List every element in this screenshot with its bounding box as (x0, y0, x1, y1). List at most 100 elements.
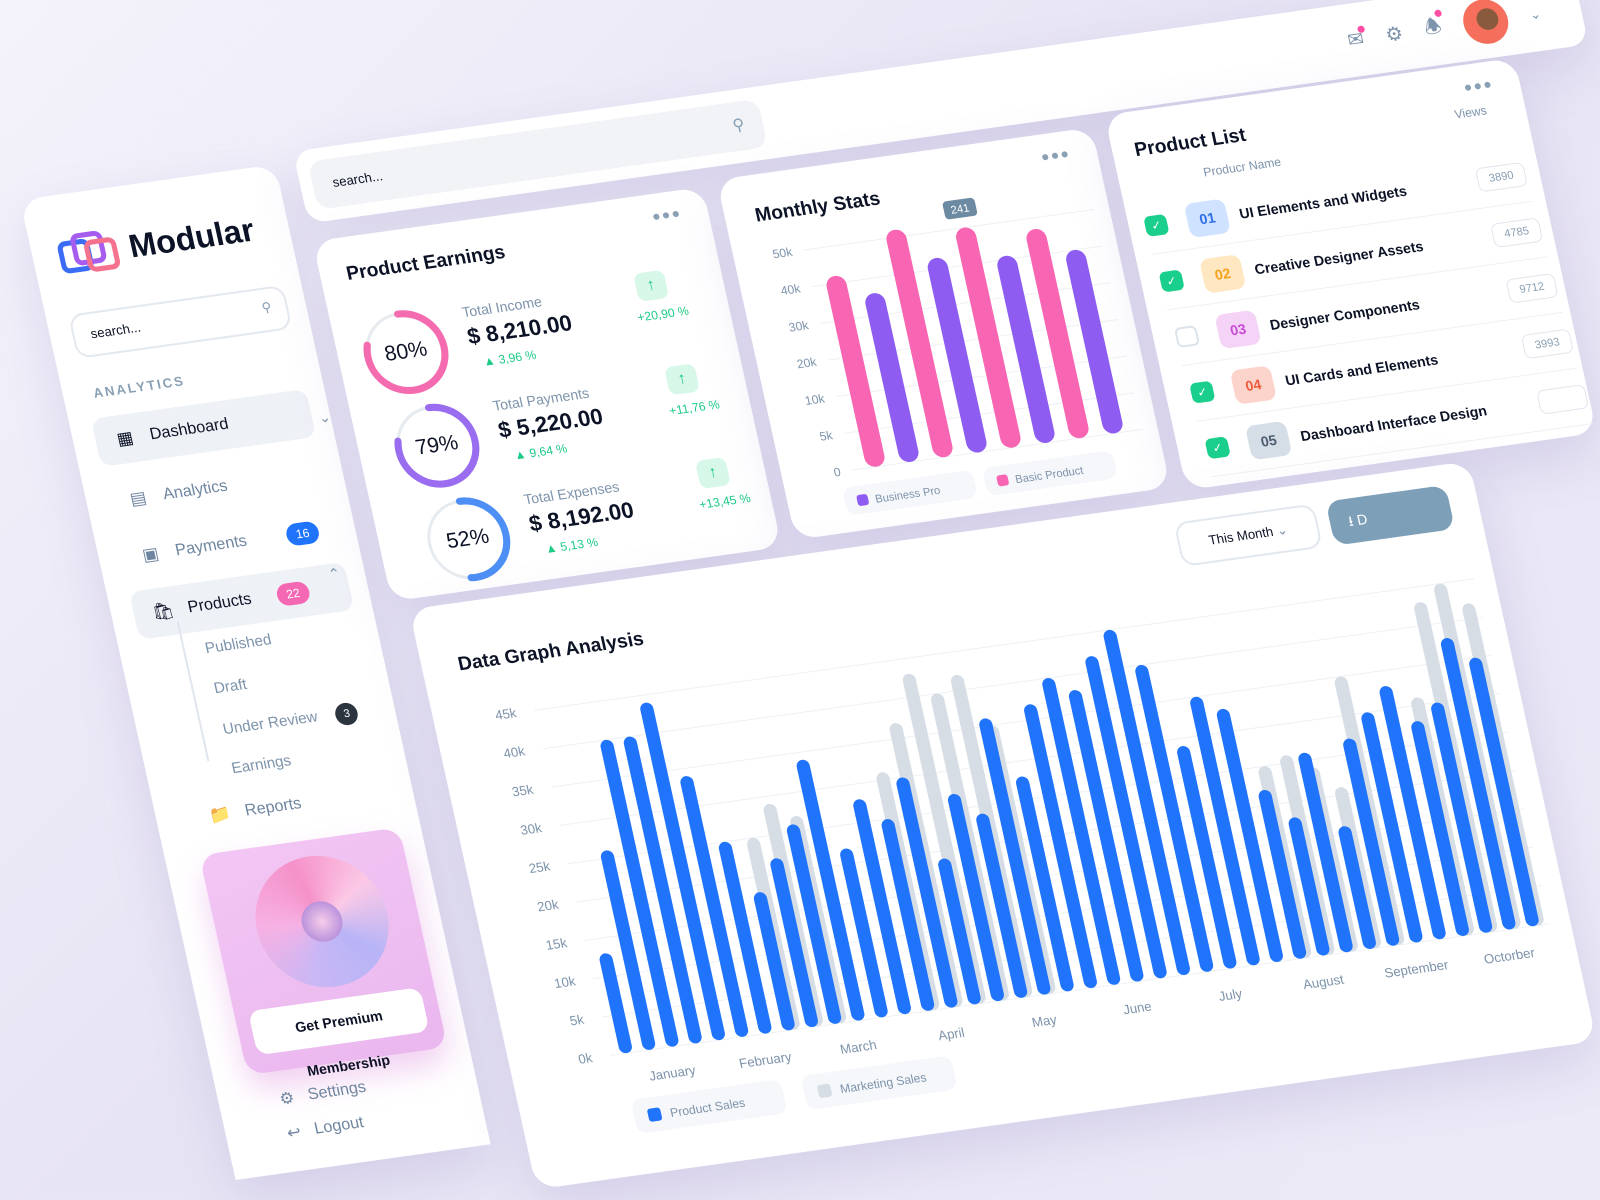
bar-business-pro[interactable] (926, 257, 989, 454)
checkbox[interactable]: ✓ (1189, 380, 1216, 404)
y-tick-label: 45k (494, 705, 519, 723)
bar-product-sales[interactable] (1297, 752, 1354, 953)
bar-product-sales[interactable] (852, 798, 912, 1015)
search-placeholder: search... (89, 319, 143, 342)
bar-business-pro[interactable] (1064, 249, 1124, 435)
bar-product-sales[interactable] (1410, 720, 1470, 936)
x-tick-label: May (1030, 1012, 1058, 1030)
chevron-down-icon[interactable]: ⌄ (1528, 5, 1543, 23)
bar-product-sales[interactable] (937, 858, 982, 1005)
chevron-down-icon[interactable]: ⌄ (316, 408, 333, 426)
bar-business-pro[interactable] (863, 292, 920, 463)
subitem-under-review[interactable]: Under Review 3 (221, 701, 361, 742)
checkbox[interactable]: ✓ (1158, 268, 1185, 293)
bar-product-sales[interactable] (769, 857, 819, 1028)
bar-product-sales[interactable] (895, 777, 959, 1009)
chevron-up-icon[interactable]: ⌃ (326, 564, 342, 583)
mail-icon[interactable]: ✉ (1345, 24, 1366, 52)
subitem-draft[interactable]: Draft (212, 675, 249, 698)
bar-product-sales[interactable] (1342, 738, 1401, 947)
bar-product-sales[interactable] (880, 818, 935, 1011)
settings-link[interactable]: ⚙ Settings (278, 1078, 369, 1110)
bar-product-sales[interactable] (679, 775, 749, 1037)
tooltip-value: 241 (950, 202, 971, 216)
gear-icon[interactable]: ⚙ (1383, 22, 1406, 47)
legend-swatch (817, 1083, 833, 1098)
legend-swatch (856, 494, 869, 506)
checkbox[interactable]: ✓ (1143, 213, 1170, 237)
bar-product-sales[interactable] (786, 824, 843, 1025)
subitem-published[interactable]: Published (203, 631, 274, 658)
y-tick-label: 15k (544, 935, 569, 953)
product-list-card: Product List ••• Producr Name Views ✓ 01… (1104, 57, 1597, 491)
bar-product-sales[interactable] (975, 813, 1028, 999)
bar-product-sales[interactable] (622, 736, 702, 1044)
bar-product-sales[interactable] (1440, 637, 1517, 930)
checkbox[interactable]: ✓ (1204, 435, 1231, 459)
premium-button[interactable]: Get Premium Membership (247, 987, 430, 1079)
gridline (803, 208, 1095, 251)
bar-business-pro[interactable] (995, 254, 1056, 444)
bell-icon[interactable]: 🕭 (1421, 9, 1445, 46)
grid-icon: ▦ (114, 427, 136, 449)
bar-product-sales[interactable] (599, 739, 679, 1047)
bar-product-sales[interactable] (978, 718, 1052, 996)
gridline (542, 616, 1483, 750)
bar-product-sales[interactable] (1337, 825, 1377, 949)
header-search-input[interactable]: search... ⚲ (307, 98, 768, 210)
data-graph-card: Data Graph Analysis This Month ⌄ ⭳ D 0k 5… (409, 461, 1597, 1190)
bar-basic-product[interactable] (954, 226, 1022, 449)
folder-icon: 📁 (207, 803, 233, 826)
bar-product-sales[interactable] (639, 702, 726, 1041)
bar-product-sales[interactable] (1378, 685, 1447, 940)
bar-product-sales[interactable] (1468, 657, 1540, 927)
bar-product-sales[interactable] (947, 793, 1006, 1002)
logout-icon: ↩ (285, 1123, 303, 1143)
bar-product-sales[interactable] (1176, 745, 1238, 969)
gridline (852, 428, 1143, 471)
bar-marketing-sales[interactable] (901, 673, 987, 1004)
logo[interactable]: Modular (55, 209, 258, 276)
bar-product-sales[interactable] (795, 759, 865, 1021)
checkbox[interactable] (1173, 324, 1201, 348)
bar-product-sales[interactable] (1068, 689, 1145, 982)
logout-link[interactable]: ↩ Logout (285, 1113, 366, 1144)
avatar[interactable] (1458, 0, 1513, 47)
bar-product-sales[interactable] (718, 841, 773, 1034)
bar-product-sales[interactable] (1430, 702, 1494, 934)
bar-product-sales[interactable] (1134, 664, 1214, 972)
bar-product-sales[interactable] (1257, 789, 1307, 959)
arrow-up-icon: ↑ (633, 269, 670, 302)
bar-product-sales[interactable] (1360, 712, 1424, 944)
product-number: 02 (1198, 253, 1247, 294)
bar-product-sales[interactable] (598, 953, 633, 1054)
bar-product-sales[interactable] (1102, 629, 1191, 976)
bar-product-sales[interactable] (1287, 817, 1330, 957)
bar-product-sales[interactable] (839, 848, 889, 1018)
progress-ring: 79% (382, 394, 492, 497)
subitem-earnings[interactable]: Earnings (229, 751, 293, 778)
sidebar-search-input[interactable]: search... ⚲ (67, 284, 293, 359)
bar-product-sales[interactable] (1041, 677, 1121, 985)
bar-basic-product[interactable] (825, 275, 887, 468)
more-icon[interactable]: ••• (649, 200, 685, 230)
bar-product-sales[interactable] (753, 891, 796, 1031)
nav-label: Dashboard (148, 415, 231, 444)
bar-basic-product[interactable] (884, 228, 954, 458)
gridline (534, 578, 1475, 711)
bar-product-sales[interactable] (1189, 696, 1261, 966)
products-badge: 22 (274, 580, 312, 607)
bar-product-sales[interactable] (1023, 703, 1098, 989)
bar-product-sales[interactable] (1015, 776, 1075, 992)
nav-label: Analytics (161, 477, 230, 504)
legend-item (632, 1080, 786, 1133)
product-views: 3993 (1520, 328, 1574, 359)
more-icon[interactable]: ••• (1461, 71, 1496, 101)
bar-basic-product[interactable] (1025, 228, 1091, 440)
bar-product-sales[interactable] (600, 850, 657, 1051)
earning-subchange: ▲ 5,13 % (543, 534, 600, 557)
bar-product-sales[interactable] (1084, 655, 1168, 979)
bar-product-sales[interactable] (1216, 708, 1285, 963)
column-header-name: Producr Name (1201, 154, 1283, 180)
